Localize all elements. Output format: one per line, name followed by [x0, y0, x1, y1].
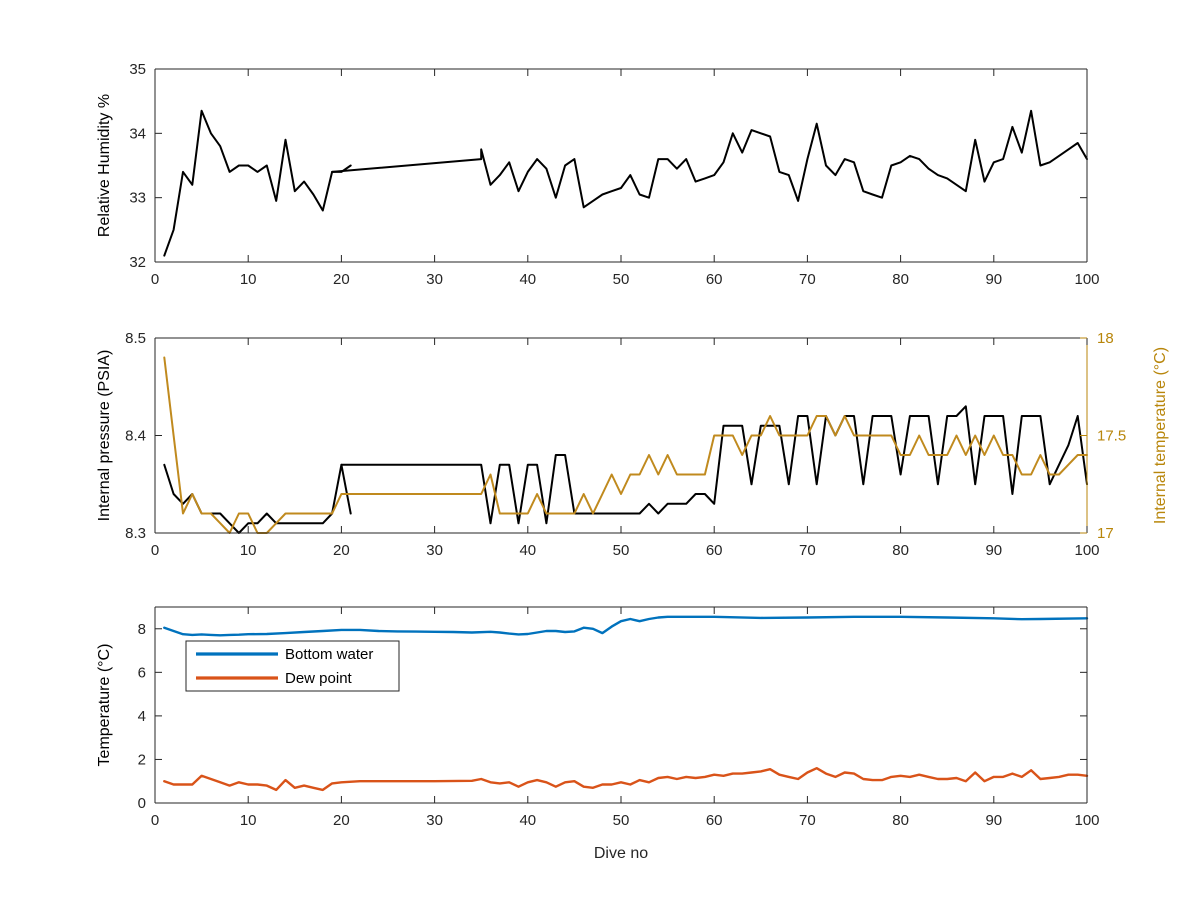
x-tick-label: 10 — [240, 271, 257, 288]
legend-label-2: Dew point — [285, 670, 353, 687]
y-right-tick-label: 17.5 — [1097, 428, 1126, 445]
y-axis-label: Internal pressure (PSIA) — [96, 350, 113, 522]
chart-panel-1: 0 10 20 30 40 50 60 70 80 90 100 32 33 34 35 Relative H… — [96, 61, 1100, 288]
x-tick-label: 20 — [333, 812, 350, 829]
y-axis-right-label: Internal temperature (°C) — [1152, 347, 1169, 524]
y-tick-label: 0 — [138, 795, 146, 812]
x-tick-label: 70 — [799, 812, 816, 829]
y-tick-label: 32 — [129, 254, 146, 271]
series-line-1-segment-2 — [331, 109, 1088, 209]
x-tick-label: 60 — [706, 542, 723, 559]
series-line-2-segment-1 — [163, 356, 1088, 534]
x-tick-label: 30 — [426, 812, 443, 829]
x-tick-label: 50 — [613, 812, 630, 829]
series-group — [163, 109, 1088, 257]
x-tick-label: 20 — [333, 271, 350, 288]
x-tick-label: 90 — [985, 812, 1002, 829]
y-tick-label: 8.5 — [125, 330, 146, 347]
x-tick-label: 80 — [892, 542, 909, 559]
y-tick-label: 33 — [129, 190, 146, 207]
x-tick-label: 100 — [1074, 271, 1099, 288]
y-axis-label: Temperature (°C) — [96, 644, 113, 767]
x-tick-label: 50 — [613, 271, 630, 288]
y-axis-label: Relative Humidity % — [96, 94, 113, 237]
x-tick-label: 40 — [519, 542, 536, 559]
x-tick-label: 0 — [151, 271, 159, 288]
x-axis-label: Dive no — [594, 845, 648, 862]
x-tick-label: 30 — [426, 542, 443, 559]
y-tick-label: 8.4 — [125, 428, 146, 445]
chart-panel-2: 0 10 20 30 40 50 60 70 80 90 100 8.3 8.4 8.5 17 17.5 18 I… — [96, 330, 1169, 559]
y-right-tick-label: 18 — [1097, 330, 1114, 347]
legend-label-1: Bottom water — [285, 646, 373, 663]
series-group — [163, 615, 1089, 792]
x-tick-label: 80 — [892, 271, 909, 288]
legend: Bottom water Dew point — [185, 640, 400, 692]
series-group — [163, 356, 1088, 534]
chart-panel-3: 0 10 20 30 40 50 60 70 80 90 100 0 2 4 6 8 Temperature (… — [96, 606, 1100, 862]
x-tick-label: 0 — [151, 812, 159, 829]
series-line-2-segment-1 — [163, 767, 1089, 792]
y-tick-label: 35 — [129, 61, 146, 78]
x-tick-label: 70 — [799, 542, 816, 559]
x-tick-label: 30 — [426, 271, 443, 288]
x-tick-label: 80 — [892, 812, 909, 829]
x-tick-label: 100 — [1074, 542, 1099, 559]
y-tick-label: 8.3 — [125, 525, 146, 542]
x-tick-label: 60 — [706, 271, 723, 288]
x-tick-label: 50 — [613, 542, 630, 559]
y-tick-label: 2 — [138, 751, 146, 768]
plot-area — [155, 69, 1087, 262]
x-tick-label: 10 — [240, 812, 257, 829]
x-tick-label: 20 — [333, 542, 350, 559]
y-tick-label: 34 — [129, 125, 146, 142]
y-right-tick-label: 17 — [1097, 525, 1114, 542]
x-tick-label: 40 — [519, 271, 536, 288]
series-line-1-segment-1 — [163, 109, 352, 257]
series-line-1-segment-1 — [163, 615, 1089, 637]
plot-area — [155, 338, 1087, 533]
x-tick-label: 90 — [985, 271, 1002, 288]
x-tick-label: 60 — [706, 812, 723, 829]
x-tick-label: 90 — [985, 542, 1002, 559]
legend-box — [185, 640, 400, 692]
x-tick-label: 100 — [1074, 812, 1099, 829]
x-tick-label: 40 — [519, 812, 536, 829]
y-tick-label: 6 — [138, 664, 146, 681]
plot-area — [155, 607, 1087, 803]
x-tick-label: 70 — [799, 271, 816, 288]
x-tick-label: 0 — [151, 542, 159, 559]
y-tick-label: 4 — [138, 708, 146, 725]
x-tick-label: 10 — [240, 542, 257, 559]
y-tick-label: 8 — [138, 621, 146, 638]
